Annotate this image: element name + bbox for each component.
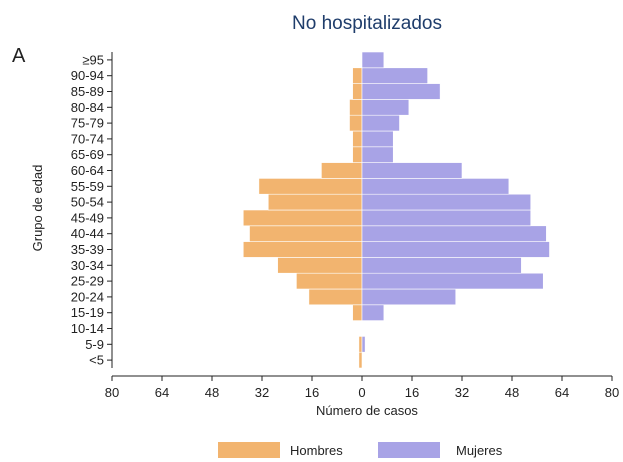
x-tick-label: 32 bbox=[455, 385, 469, 400]
bar-mujeres-85-89 bbox=[361, 83, 441, 100]
x-tick-label: 64 bbox=[155, 385, 169, 400]
legend-swatch bbox=[378, 442, 440, 458]
bar-hombres-<5 bbox=[358, 351, 363, 369]
bar-mujeres-65-69 bbox=[361, 146, 394, 163]
bar-hombres-25-29 bbox=[296, 272, 363, 290]
y-tick-label: 45-49 bbox=[71, 210, 104, 225]
bar-mujeres-25-29 bbox=[361, 272, 544, 290]
bar-mujeres-40-44 bbox=[361, 225, 547, 242]
bar-mujeres-70-74 bbox=[361, 130, 394, 148]
bar-hombres-50-54 bbox=[267, 193, 363, 211]
bar-hombres-70-74 bbox=[352, 130, 363, 148]
y-axis: <55-910-1415-1920-2425-2930-3435-3940-44… bbox=[71, 52, 113, 368]
y-axis-title: Grupo de edad bbox=[30, 165, 45, 252]
bar-mujeres-30-34 bbox=[361, 257, 522, 274]
bar-mujeres-50-54 bbox=[361, 193, 532, 211]
bar-hombres-5-9 bbox=[358, 336, 363, 353]
bar-mujeres-75-79 bbox=[361, 114, 400, 132]
legend: Hombres Mujeres bbox=[218, 442, 503, 458]
x-tick-label: 80 bbox=[605, 385, 619, 400]
x-axis: 80 64 48 32 16 0 16 32 48 64 80 bbox=[105, 375, 619, 400]
legend-item-mujeres: Mujeres bbox=[378, 442, 503, 458]
series-hombres bbox=[242, 67, 363, 369]
series-mujeres bbox=[361, 51, 550, 353]
chart-title: No hospitalizados bbox=[292, 13, 442, 34]
x-tick-label: 32 bbox=[255, 385, 269, 400]
bar-mujeres-35-39 bbox=[361, 241, 550, 258]
y-tick-label: 75-79 bbox=[71, 116, 104, 131]
bar-mujeres-≥95 bbox=[361, 51, 385, 69]
bar-mujeres-45-49 bbox=[361, 209, 532, 227]
bar-mujeres-15-19 bbox=[361, 304, 385, 321]
x-tick-label: 0 bbox=[358, 385, 365, 400]
bar-hombres-30-34 bbox=[277, 257, 363, 274]
y-tick-label: 90-94 bbox=[71, 68, 104, 83]
y-tick-label: 10-14 bbox=[71, 321, 104, 336]
bar-mujeres-20-24 bbox=[361, 288, 457, 306]
bar-hombres-45-49 bbox=[242, 209, 363, 227]
x-tick-label: 64 bbox=[555, 385, 569, 400]
y-tick-label: 55-59 bbox=[71, 179, 104, 194]
bar-hombres-85-89 bbox=[352, 83, 363, 100]
x-tick-label: 80 bbox=[105, 385, 119, 400]
x-tick-label: 16 bbox=[305, 385, 319, 400]
panel-label: A bbox=[12, 45, 26, 67]
legend-label: Mujeres bbox=[456, 443, 503, 458]
bar-mujeres-60-64 bbox=[361, 162, 463, 179]
legend-swatch bbox=[218, 442, 280, 458]
x-tick-label: 48 bbox=[205, 385, 219, 400]
x-axis-title: Número de casos bbox=[316, 403, 418, 418]
y-tick-label: 50-54 bbox=[71, 195, 104, 210]
x-tick-label: 48 bbox=[505, 385, 519, 400]
y-tick-label: 25-29 bbox=[71, 274, 104, 289]
bar-hombres-55-59 bbox=[258, 178, 363, 195]
bar-hombres-15-19 bbox=[352, 304, 363, 321]
bar-mujeres-5-9 bbox=[361, 336, 366, 353]
bar-hombres-90-94 bbox=[352, 67, 363, 84]
bar-hombres-20-24 bbox=[308, 288, 363, 306]
y-tick-label: 35-39 bbox=[71, 242, 104, 257]
bar-hombres-40-44 bbox=[249, 225, 363, 242]
y-tick-label: 5-9 bbox=[85, 337, 104, 352]
y-tick-label: 65-69 bbox=[71, 147, 104, 162]
bar-hombres-65-69 bbox=[352, 146, 363, 163]
bar-hombres-35-39 bbox=[242, 241, 363, 258]
bar-hombres-75-79 bbox=[349, 114, 363, 132]
legend-item-hombres: Hombres bbox=[218, 442, 343, 458]
y-tick-label: 80-84 bbox=[71, 100, 104, 115]
legend-label: Hombres bbox=[290, 443, 343, 458]
bar-mujeres-80-84 bbox=[361, 99, 410, 116]
bar-mujeres-90-94 bbox=[361, 67, 428, 84]
y-tick-label: 30-34 bbox=[71, 258, 104, 273]
y-tick-label: 20-24 bbox=[71, 289, 104, 304]
x-tick-label: 16 bbox=[405, 385, 419, 400]
y-tick-label: 70-74 bbox=[71, 131, 104, 146]
bar-mujeres-55-59 bbox=[361, 178, 510, 195]
y-tick-label: <5 bbox=[89, 353, 104, 368]
bar-hombres-80-84 bbox=[349, 99, 363, 116]
bar-hombres-60-64 bbox=[321, 162, 363, 179]
y-tick-label: ≥95 bbox=[82, 52, 104, 67]
bars-layer bbox=[242, 51, 550, 369]
y-tick-label: 85-89 bbox=[71, 84, 104, 99]
y-tick-label: 40-44 bbox=[71, 226, 104, 241]
y-tick-label: 15-19 bbox=[71, 305, 104, 320]
y-tick-label: 60-64 bbox=[71, 163, 104, 178]
